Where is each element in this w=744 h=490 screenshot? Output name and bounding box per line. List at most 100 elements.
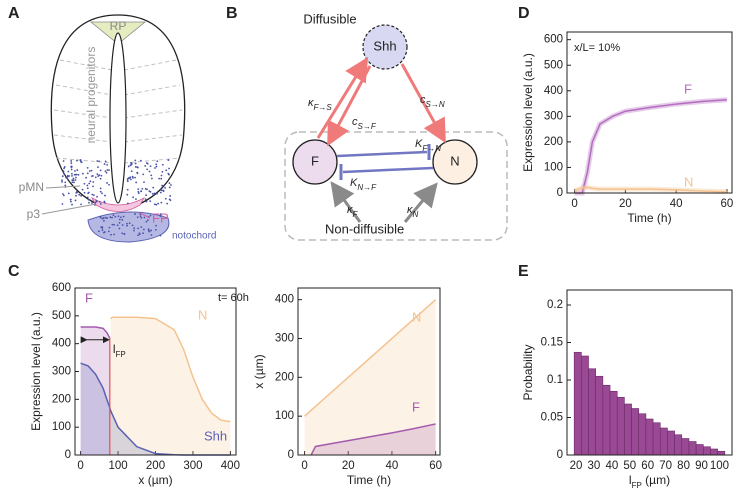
edge-label-main: κ xyxy=(407,204,413,216)
bar xyxy=(688,441,697,456)
node-label: Shh xyxy=(373,38,396,53)
y-tick-label: 100 xyxy=(544,161,563,173)
bar xyxy=(573,351,582,456)
y-tick-label: 400 xyxy=(52,338,71,350)
x-tick-label: 70 xyxy=(659,460,672,472)
y-tick-label: 0.2 xyxy=(547,299,563,311)
y-tick-label: 200 xyxy=(52,393,71,405)
annotation: t= 60h xyxy=(218,292,249,304)
y-tick-label: 600 xyxy=(544,34,563,46)
area-fill xyxy=(304,299,436,455)
x-tick-label: 100 xyxy=(108,460,127,472)
panel-label: C xyxy=(8,263,20,280)
edge-label-sub: N xyxy=(413,210,419,219)
line xyxy=(574,186,727,193)
x-axis-label: lFP (µm) xyxy=(629,473,670,489)
x-tick-label: 40 xyxy=(670,198,683,210)
edge-label: KF→N xyxy=(415,138,441,153)
edge-label-sub: F→S xyxy=(314,103,333,112)
panel-label: A xyxy=(8,5,20,22)
bar xyxy=(624,403,632,456)
series-label: Shh xyxy=(204,428,227,443)
y-tick-label: 200 xyxy=(544,136,563,148)
edge-label-main: K xyxy=(350,177,358,189)
y-tick-label: 0.05 xyxy=(541,412,563,424)
series-label: F xyxy=(412,399,420,414)
bar xyxy=(595,375,604,456)
edge-label: cS→F xyxy=(352,116,377,131)
non-diffusible-label: Non-diffusible xyxy=(325,221,404,236)
edge-label-main: K xyxy=(415,138,423,150)
bar xyxy=(710,448,718,456)
fp-label: FP xyxy=(152,210,169,225)
x-axis-label: Time (h) xyxy=(627,211,671,225)
notochord-label: notochord xyxy=(172,231,216,242)
x-axis-label: Time (h) xyxy=(347,473,391,487)
x-axis-label: x (µm) xyxy=(138,473,172,487)
bar xyxy=(681,438,690,456)
edge-label-main: κ xyxy=(347,204,353,216)
line xyxy=(110,316,231,423)
edge-label-sub: N→F xyxy=(357,183,377,192)
x-tick-label: 20 xyxy=(342,460,355,472)
bar xyxy=(609,390,618,456)
bar xyxy=(695,444,704,456)
y-tick-label: 300 xyxy=(275,333,294,345)
panel-label: B xyxy=(226,5,238,22)
y-axis-label: Expression level (a.u.) xyxy=(29,312,43,431)
edge-label: κF→S xyxy=(308,97,332,112)
area-fill xyxy=(110,317,231,455)
y-axis-label: Probability xyxy=(521,344,535,400)
panel-label: D xyxy=(518,5,530,22)
y-tick-label: 300 xyxy=(544,110,563,122)
x-axis-label-unit: (µm) xyxy=(642,473,670,487)
bar xyxy=(631,408,640,456)
plot-frame xyxy=(566,289,733,456)
x-tick-label: 60 xyxy=(641,460,654,472)
line xyxy=(574,98,727,194)
lfp-label-sub: FP xyxy=(115,349,125,358)
bar xyxy=(703,446,711,456)
pmn-label: pMN xyxy=(19,180,44,194)
bar xyxy=(674,434,683,456)
y-axis-label: Expression level (a.u.) xyxy=(521,53,535,172)
node-label: N xyxy=(450,153,459,168)
y-tick-label: 600 xyxy=(52,282,71,294)
series-label: N xyxy=(198,307,207,322)
x-tick-label: 20 xyxy=(619,198,632,210)
x-tick-label: 400 xyxy=(221,460,240,472)
bar xyxy=(717,450,726,456)
series-label: F xyxy=(684,81,692,96)
diffusible-label: Diffusible xyxy=(303,11,356,26)
x-tick-label: 0 xyxy=(77,460,83,472)
series-label: N xyxy=(412,309,421,324)
bar xyxy=(659,427,668,456)
x-tick-label: 20 xyxy=(570,460,583,472)
edge-label: κF xyxy=(347,204,359,219)
neural-tube xyxy=(41,14,186,243)
line-band xyxy=(574,97,728,196)
y-tick-label: 100 xyxy=(52,421,71,433)
rp-label: RP xyxy=(110,19,127,33)
x-tick-label: 90 xyxy=(695,460,708,472)
x-tick-label: 30 xyxy=(588,460,601,472)
y-tick-label: 0 xyxy=(65,449,71,461)
panel-label: E xyxy=(518,263,529,280)
network-diagram xyxy=(284,24,508,241)
edge-label-main: c xyxy=(420,94,426,106)
y-tick-label: 400 xyxy=(275,294,294,306)
series-label: N xyxy=(684,174,693,189)
edge-label-sub: F xyxy=(353,210,359,219)
lfp-label: lFP xyxy=(113,342,126,358)
x-tick-label: 60 xyxy=(721,198,734,210)
node-label: F xyxy=(311,153,319,168)
y-tick-label: 0.1 xyxy=(547,374,563,386)
series-label: F xyxy=(85,290,93,305)
annotation: x/L= 10% xyxy=(574,42,620,54)
y-tick-label: 0 xyxy=(557,187,563,199)
y-tick-label: 400 xyxy=(544,85,563,97)
x-tick-label: 300 xyxy=(183,460,202,472)
x-tick-label: 80 xyxy=(677,460,690,472)
x-tick-label: 100 xyxy=(710,460,729,472)
